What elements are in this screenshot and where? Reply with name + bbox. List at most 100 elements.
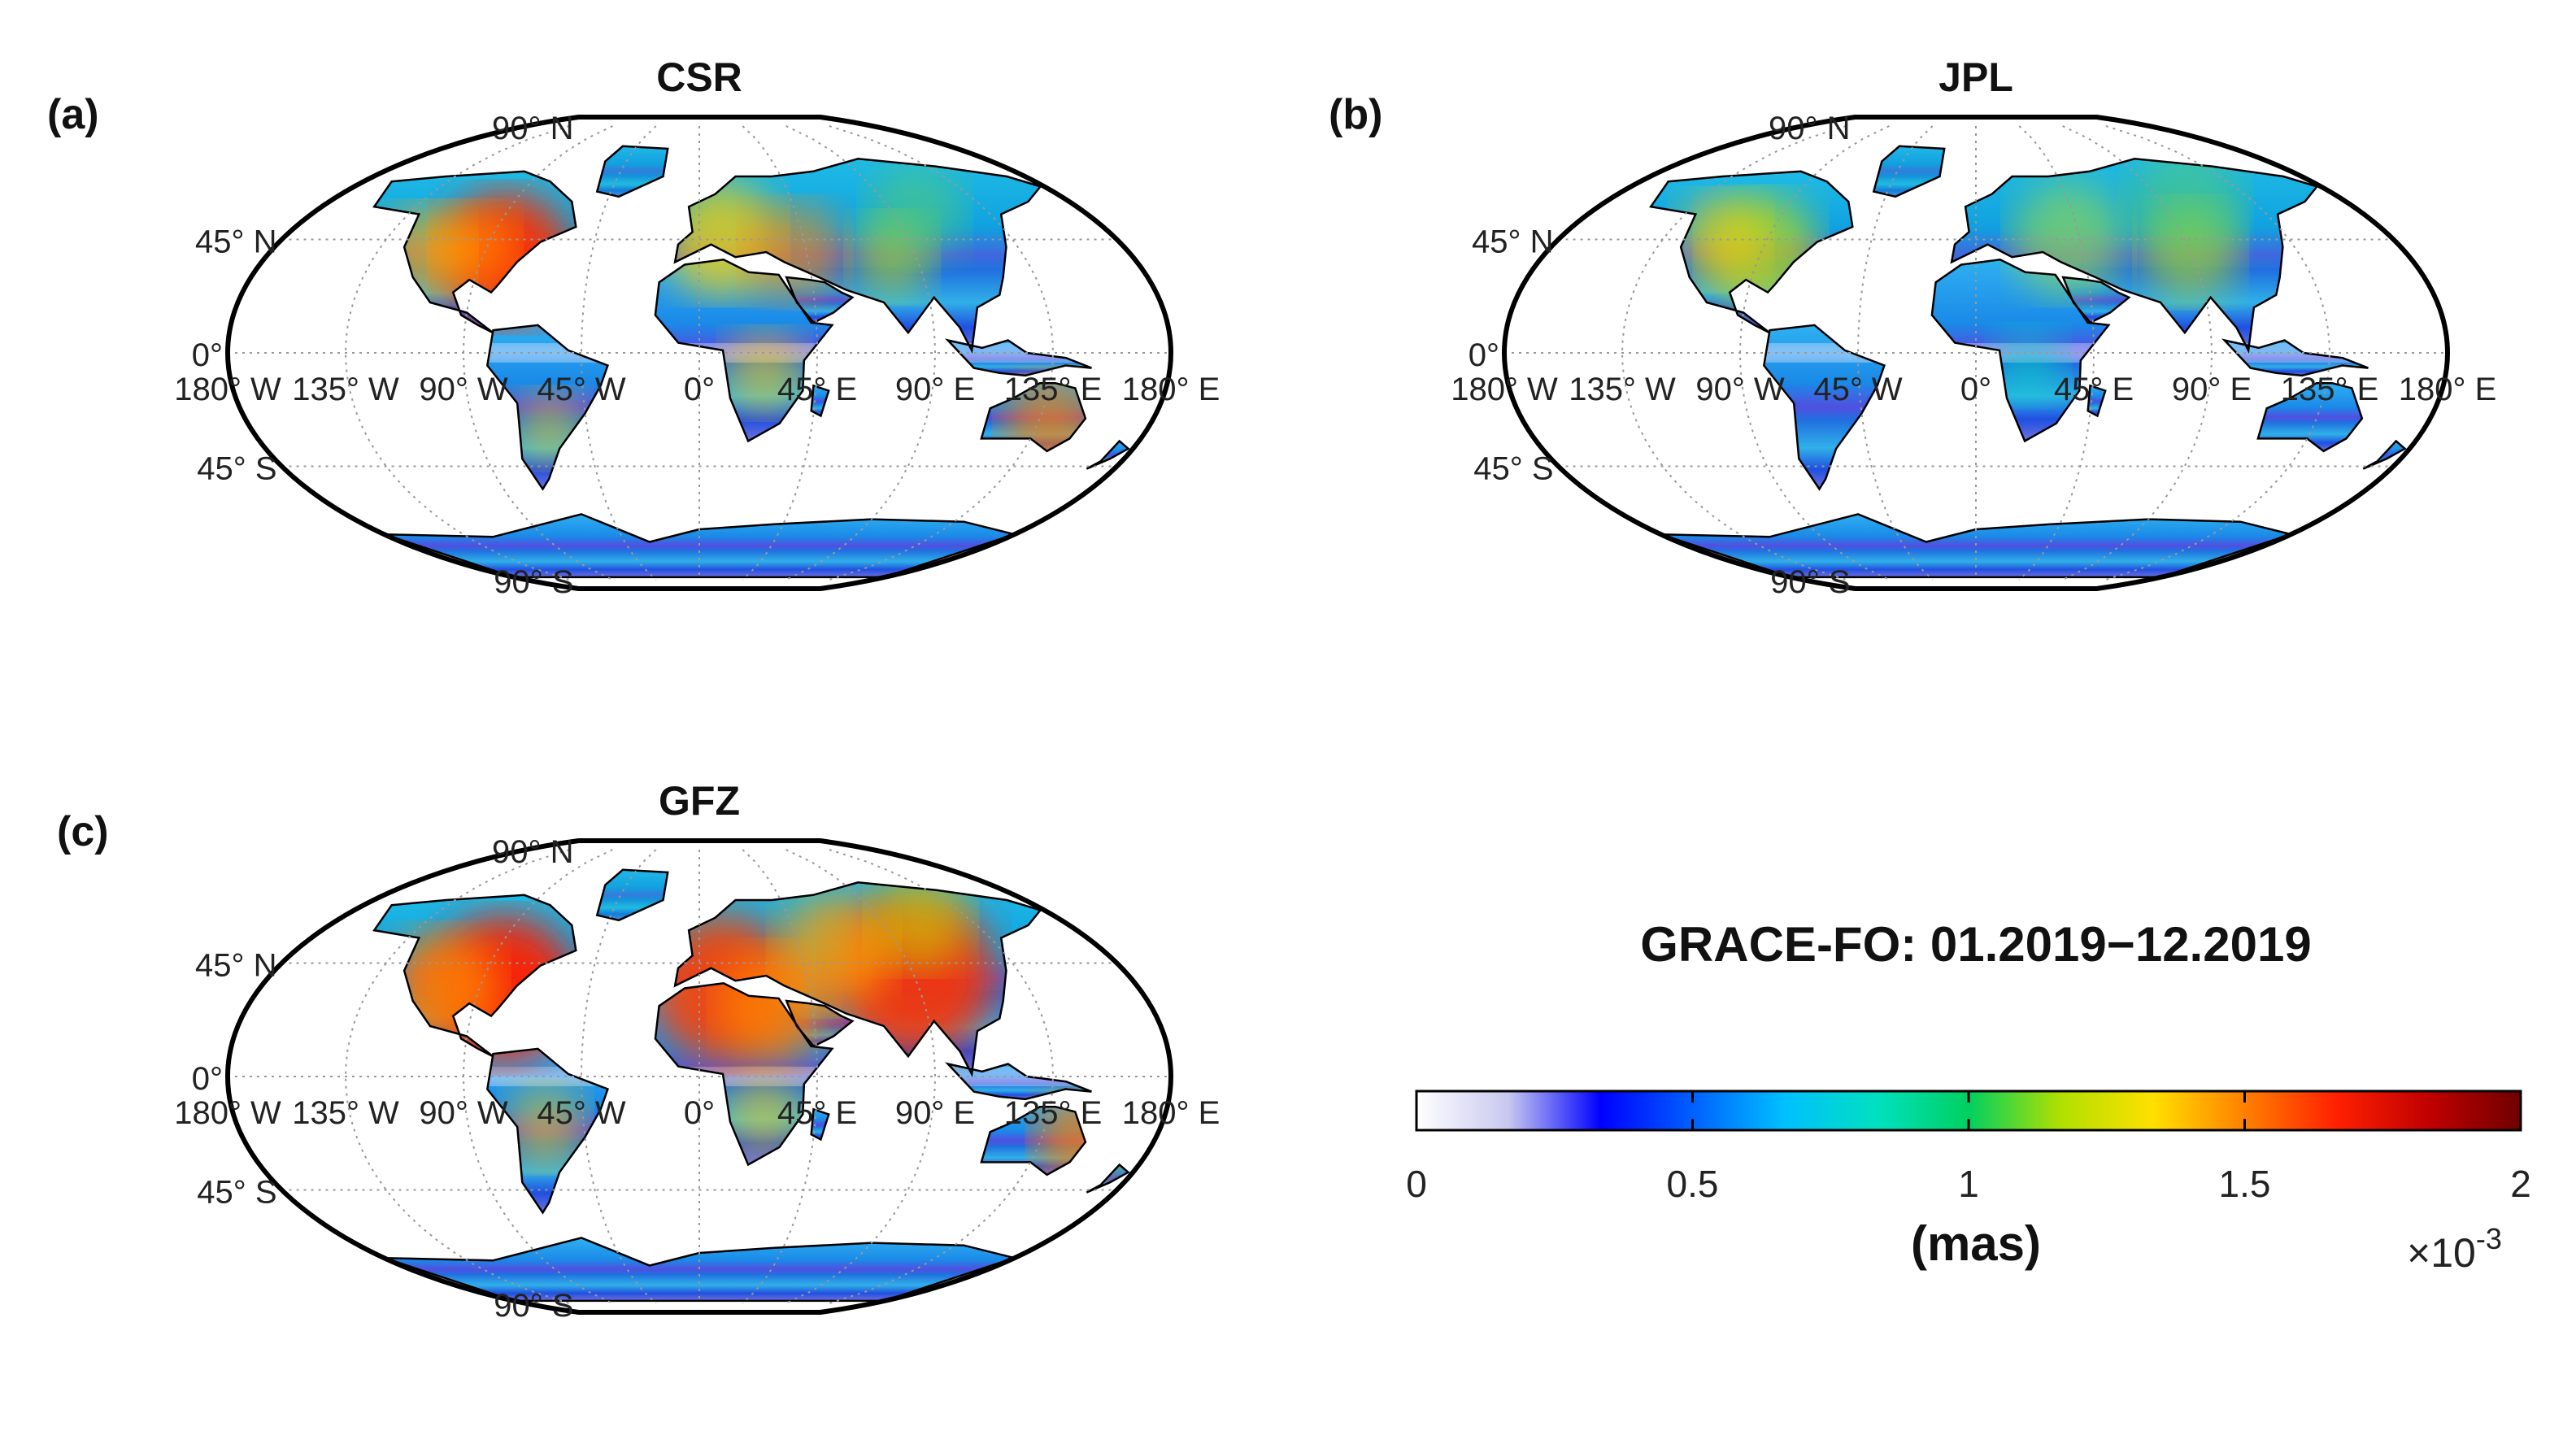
longitude-label: 135° W (1569, 372, 1676, 407)
landmass-sa (1764, 324, 1885, 489)
colorbar-tick-label: 2 (2510, 1163, 2531, 1205)
coastline (485, 324, 609, 491)
longitude-label: 135° E (1004, 1095, 1103, 1131)
longitude-label: 0° (684, 372, 715, 407)
coastline (785, 999, 855, 1048)
coastline (945, 338, 1092, 377)
map-panels: CSR (a) 90° N 45° N 0° 45° S 90° S 180° W 135° W… (47, 54, 2496, 1324)
signal-hotspot (1991, 328, 2065, 402)
colorbar-multiplier-base: ×10 (2407, 1230, 2476, 1276)
landmass-ant (384, 514, 1015, 577)
longitude-labels: 180° W 135° W 90° W 45° W 0° 45° E 90° E 135° E… (174, 372, 1220, 407)
longitude-label: 45° W (537, 1095, 626, 1131)
colorbar-tick-label: 1.5 (2219, 1163, 2271, 1205)
coastline (673, 158, 1042, 354)
coastline (384, 513, 1018, 579)
latitude-labels: 90° N 45° N 0° 45° S 90° S (192, 111, 574, 600)
coastline (1660, 513, 2295, 579)
landmass-ant (384, 1237, 1015, 1301)
graticule (1504, 125, 2448, 581)
longitude-label: 90° W (419, 372, 508, 407)
coastline (372, 170, 577, 334)
graticule-meridian (2062, 125, 2213, 581)
longitude-label: 45° W (537, 372, 626, 407)
coastline (595, 145, 669, 198)
graticule-meridian (462, 849, 613, 1304)
coastline (1086, 1163, 1130, 1194)
latitude-labels: 90° N 45° N 0° 45° S 90° S (1469, 111, 1851, 600)
longitude-label: 135° E (2281, 372, 2379, 407)
latitude-label: 90° S (494, 1288, 573, 1324)
longitude-label: 45° E (777, 1095, 857, 1131)
longitude-label: 0° (684, 1095, 715, 1131)
longitude-label: 180° E (1122, 372, 1221, 407)
coastline (654, 982, 834, 1167)
graticule-meridian (785, 125, 937, 581)
coastline (2256, 381, 2364, 453)
longitude-label: 90° W (419, 1095, 508, 1131)
coastline (1649, 170, 1854, 334)
latitude-label: 45° S (1473, 451, 1553, 487)
latitude-label: 45° N (195, 224, 277, 260)
longitude-label: 135° E (1004, 372, 1103, 407)
coastline (1086, 439, 1130, 470)
signal-hotspot (723, 1073, 805, 1155)
coastline (980, 1105, 1087, 1177)
latitude-labels: 90° N 45° N 0° 45° S 90° S (192, 834, 574, 1324)
map-panel-csr: CSR (a) 90° N 45° N 0° 45° S 90° S 180° W 135° W… (47, 54, 1220, 600)
colorbar-multiplier: ×10-3 (2407, 1222, 2502, 1276)
panel-letter: (a) (47, 91, 99, 138)
latitude-label: 0° (192, 337, 223, 373)
graticule-meridian (785, 849, 937, 1304)
panel-title: CSR (656, 54, 742, 100)
signal-hotspot (504, 1086, 586, 1168)
latitude-label: 45° S (197, 451, 276, 487)
longitude-label: 45° E (2054, 372, 2134, 407)
latitude-label: 0° (192, 1061, 223, 1097)
longitude-label: 90° E (895, 372, 975, 407)
latitude-label: 45° N (1472, 224, 1554, 260)
coastline (384, 1237, 1018, 1303)
longitude-label: 180° E (2399, 372, 2497, 407)
coastline (980, 381, 1087, 453)
coastline (1872, 145, 1946, 198)
latitude-label: 0° (1469, 337, 1499, 373)
coastline (2061, 276, 2131, 324)
graticule-meridian (1738, 125, 1890, 581)
graticule (228, 849, 1171, 1304)
coastline (372, 894, 577, 1058)
colorbar-tick-label: 0.5 (1667, 1163, 1719, 1205)
coastline (810, 1107, 830, 1142)
coastline (785, 276, 855, 324)
coastline (595, 868, 669, 922)
coastline (2086, 384, 2107, 418)
longitude-label: 135° W (292, 1095, 399, 1131)
longitude-labels: 180° W 135° W 90° W 45° W 0° 45° E 90° E 135° E… (1451, 372, 2496, 407)
colorbar-unit-label: (mas) (1911, 1216, 2041, 1271)
panel-letter: (b) (1329, 91, 1382, 138)
longitude-label: 90° W (1695, 372, 1785, 407)
landmass-aus (2257, 383, 2362, 451)
colorbar-tick-label: 0 (1406, 1163, 1427, 1205)
colorbar-exponent: -3 (2476, 1222, 2502, 1255)
longitude-label: 0° (1960, 372, 1991, 407)
coastline (2221, 338, 2369, 377)
panel-letter: (c) (57, 808, 109, 855)
coastline (1950, 158, 2319, 354)
coastline (2362, 439, 2407, 470)
latitude-label: 90° S (494, 564, 573, 600)
graticule (228, 125, 1171, 581)
longitude-label: 180° W (1451, 372, 1558, 407)
latitude-label: 45° S (197, 1175, 276, 1211)
signal-hotspot (872, 871, 970, 969)
map-panel-jpl: JPL (b) 90° N 45° N 0° 45° S 90° S 180° W 135° W… (1329, 54, 2496, 600)
coastline (654, 259, 834, 443)
longitude-label: 180° W (174, 1095, 281, 1131)
colorbar-heading: GRACE-FO: 01.2019−12.2019 (1640, 917, 2311, 972)
map-panel-gfz: GFZ (c) 90° N 45° N 0° 45° S 90° S 180° W 135° W… (57, 778, 1220, 1324)
latitude-label: 90° N (492, 834, 574, 870)
coastline (1762, 324, 1886, 491)
coastline (485, 1047, 609, 1215)
longitude-label: 90° E (2172, 372, 2252, 407)
